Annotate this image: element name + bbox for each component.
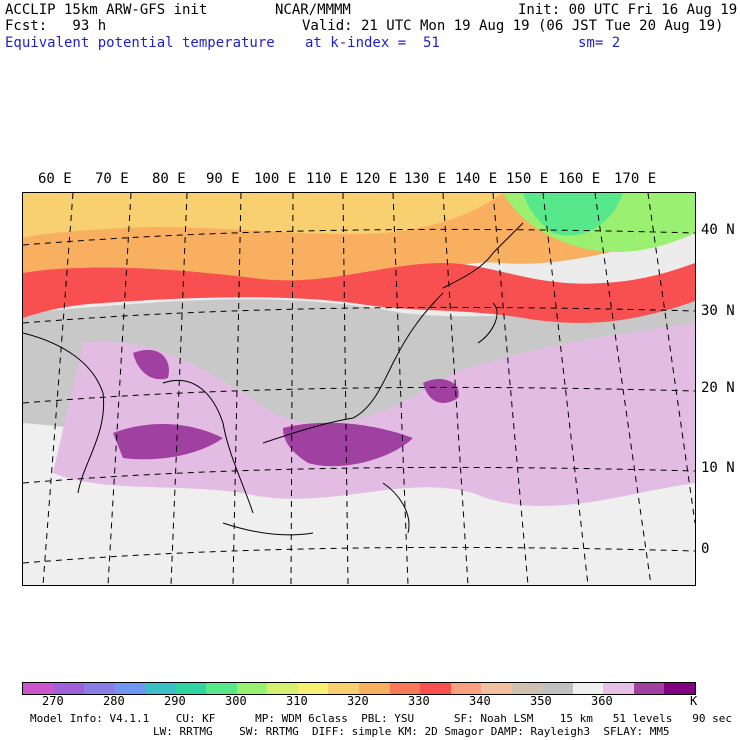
graticule-line xyxy=(647,193,695,524)
colorbar-swatch xyxy=(633,683,665,694)
colorbar-swatch xyxy=(53,683,85,694)
colorbar-tick-label: 290 xyxy=(164,694,186,708)
colorbar-swatch xyxy=(481,683,512,694)
lon-label: 100 E xyxy=(254,171,297,187)
colorbar-unit: K xyxy=(690,694,698,708)
lon-label: 70 E xyxy=(95,171,129,187)
center-name: NCAR/MMMM xyxy=(275,2,351,18)
colorbar-swatch xyxy=(84,683,115,694)
colorbar-tick-label: 360 xyxy=(591,694,613,708)
graticule-line xyxy=(23,386,695,404)
dark-purple-philippine-sea xyxy=(423,378,459,403)
graticule-line xyxy=(23,466,695,484)
model-title: ACCLIP 15km ARW-GFS init xyxy=(5,2,208,18)
dark-purple-bay-of-bengal xyxy=(113,423,223,460)
colorbar-swatch xyxy=(450,683,482,694)
lat-label: 10 N xyxy=(701,460,735,476)
colorbar-swatch xyxy=(389,683,421,694)
dark-purple-south-china-sea xyxy=(283,422,413,467)
valid-time: Valid: 21 UTC Mon 19 Aug 19 (06 JST Tue … xyxy=(302,18,724,34)
lon-label: 160 E xyxy=(558,171,601,187)
colorbar-swatch xyxy=(236,683,268,694)
china-coast xyxy=(262,292,444,444)
colorbar-swatch xyxy=(23,683,54,694)
red-band xyxy=(23,263,695,323)
colorbar-swatch xyxy=(542,683,573,694)
indochina-coast xyxy=(162,379,254,514)
lon-label: 110 E xyxy=(306,171,349,187)
yellow-north-band xyxy=(23,193,503,238)
theta-e-map xyxy=(23,193,695,585)
lon-label: 120 E xyxy=(355,171,398,187)
graticule xyxy=(23,193,695,585)
graticule-line xyxy=(23,306,695,324)
model-info-line2: LW: RRTMG SW: RRTMG DIFF: simple KM: 2D … xyxy=(153,725,670,738)
model-info-line1: Model Info: V4.1.1 CU: KF MP: WDM 6class… xyxy=(30,712,732,725)
lon-label: 90 E xyxy=(206,171,240,187)
colorbar-swatch xyxy=(114,683,146,694)
graticule-line xyxy=(23,546,695,564)
colorbar-swatch xyxy=(511,683,543,694)
japan-coast xyxy=(477,302,498,344)
smoothing: sm= 2 xyxy=(578,35,621,51)
philippines-coast xyxy=(382,482,410,534)
colorbar-tick-label: 340 xyxy=(469,694,491,708)
lat-label: 20 N xyxy=(701,380,735,396)
level-index: at k-index = 51 xyxy=(305,35,440,51)
colorbar-swatch xyxy=(664,683,696,694)
colorbar-swatch xyxy=(572,683,604,694)
lat-label: 0 xyxy=(701,541,710,557)
colorbar-swatch xyxy=(267,683,298,694)
colorbar-tick-label: 270 xyxy=(42,694,64,708)
lat-label: 30 N xyxy=(701,303,735,319)
map-panel xyxy=(22,192,696,586)
colorbar-tick-label: 280 xyxy=(103,694,125,708)
colorbar-swatch xyxy=(359,683,390,694)
colorbar-tick-label: 330 xyxy=(408,694,430,708)
korea-japan-coast xyxy=(442,222,524,289)
lat-label: 40 N xyxy=(701,222,735,238)
lon-label: 130 E xyxy=(404,171,447,187)
lon-label: 140 E xyxy=(455,171,498,187)
colorbar-swatch xyxy=(420,683,451,694)
colorbar-swatch xyxy=(145,683,176,694)
init-time: Init: 00 UTC Fri 16 Aug 19 xyxy=(518,2,738,18)
borneo-coast xyxy=(222,522,314,536)
colorbar-swatch xyxy=(297,683,329,694)
forecast-hour: Fcst: 93 h xyxy=(5,18,107,34)
field-name: Equivalent potential temperature xyxy=(5,35,275,51)
colorbar-swatch xyxy=(603,683,634,694)
colorbar-tick-label: 320 xyxy=(347,694,369,708)
dark-purple-india xyxy=(133,349,169,380)
colorbar-tick-label: 300 xyxy=(225,694,247,708)
lon-label: 60 E xyxy=(38,171,72,187)
colorbar-tick-label: 350 xyxy=(530,694,552,708)
purple-tropics xyxy=(53,323,695,506)
colorbar-swatch xyxy=(175,683,207,694)
india-coast xyxy=(23,332,105,494)
colorbar xyxy=(22,682,696,695)
coastlines xyxy=(23,222,524,536)
colorbar-swatch xyxy=(206,683,237,694)
teal-northeast xyxy=(523,193,623,236)
lon-label: 170 E xyxy=(614,171,657,187)
lon-label: 80 E xyxy=(152,171,186,187)
colorbar-tick-label: 310 xyxy=(286,694,308,708)
lon-label: 150 E xyxy=(506,171,549,187)
colorbar-swatch xyxy=(328,683,360,694)
